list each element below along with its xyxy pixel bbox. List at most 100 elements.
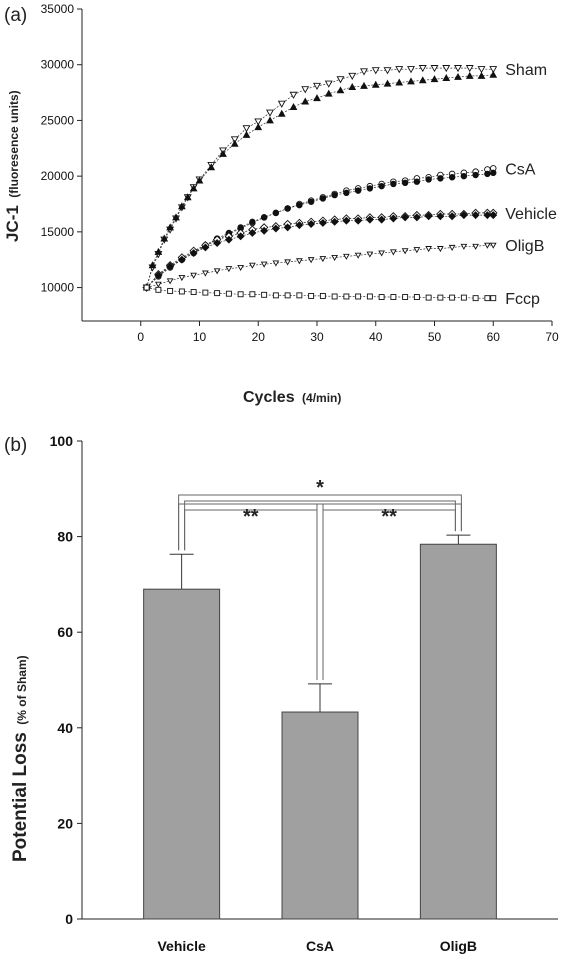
y-tick-label: 60 <box>57 624 73 640</box>
panel-a-y-ticks: 10000 15000 20000 25000 30000 35000 <box>41 2 82 295</box>
data-point <box>289 91 298 99</box>
data-point <box>249 262 256 269</box>
data-point <box>383 79 392 87</box>
data-point <box>454 65 462 73</box>
data-point <box>460 172 468 180</box>
data-point <box>425 294 432 301</box>
data-point <box>360 81 368 89</box>
data-point <box>331 191 338 199</box>
data-point <box>489 211 498 220</box>
data-point <box>237 291 244 298</box>
data-point <box>448 244 456 251</box>
data-point <box>284 205 291 212</box>
data-point <box>412 213 421 222</box>
data-point <box>178 288 185 295</box>
data-point <box>336 86 345 94</box>
data-point <box>413 294 420 300</box>
panel-b-y-title-unit: (% of Sham) <box>15 655 29 724</box>
y-tick-label: 20000 <box>41 169 75 183</box>
panel-b-bars <box>143 534 497 920</box>
data-point <box>324 89 333 97</box>
data-point <box>319 292 326 299</box>
panel-a-x-ticks: 0 10 20 30 40 50 60 70 <box>137 321 559 344</box>
data-point <box>301 97 310 105</box>
data-point <box>261 291 268 298</box>
data-point <box>324 80 333 88</box>
data-point <box>313 82 321 91</box>
data-point <box>354 216 363 225</box>
x-category-label: Vehicle <box>157 938 205 954</box>
data-point <box>213 268 221 275</box>
series-label-sham: Sham <box>505 62 547 79</box>
y-tick-label: 30000 <box>41 58 75 72</box>
data-point <box>465 65 474 73</box>
data-point <box>490 295 497 302</box>
data-point <box>283 223 292 232</box>
series-label-oligb: OligB <box>505 238 544 255</box>
data-point <box>390 249 397 256</box>
data-point <box>242 130 251 138</box>
panel-a-x-title-unit: (4/min) <box>302 391 341 405</box>
x-tick-label: 60 <box>487 330 501 344</box>
significance-label: ** <box>243 506 259 528</box>
data-point <box>207 163 216 171</box>
data-point <box>266 116 274 124</box>
panel-a-line-chart: (a) 10000 15000 20000 25000 30000 35000 0 10 20… <box>3 2 559 406</box>
data-point <box>454 72 462 80</box>
bracket-inner <box>184 500 456 551</box>
data-point <box>354 187 362 194</box>
data-point <box>425 246 432 253</box>
data-point <box>155 286 162 293</box>
data-point <box>378 250 385 257</box>
data-point <box>143 284 150 291</box>
series-line <box>146 244 494 288</box>
panel-a-x-title-main: Cycles <box>243 389 295 406</box>
data-point <box>343 189 350 197</box>
data-point <box>166 278 174 285</box>
data-point <box>401 213 410 222</box>
data-point <box>395 66 404 74</box>
panel-a-y-axis-title: JC-1 (fluoresence units) <box>3 90 22 242</box>
panel-a-series <box>142 65 498 302</box>
panel-a-label: (a) <box>4 5 27 26</box>
panel-b-significance-brackets: ** *** <box>178 477 462 680</box>
bar-vehicle <box>143 588 221 920</box>
data-point <box>401 179 409 187</box>
data-point <box>296 201 303 209</box>
data-point <box>254 123 263 131</box>
data-point <box>172 213 180 221</box>
data-point <box>277 109 286 117</box>
data-point <box>154 271 163 280</box>
data-point <box>214 290 221 297</box>
data-point <box>277 100 286 108</box>
data-point <box>365 215 374 224</box>
y-tick-label: 0 <box>65 911 73 927</box>
data-point <box>472 295 479 302</box>
y-tick-label: 35000 <box>41 2 75 16</box>
data-point <box>418 65 427 73</box>
data-point <box>418 76 427 84</box>
data-point <box>313 94 321 102</box>
data-point <box>490 169 497 176</box>
series-fccp <box>143 284 497 302</box>
data-point <box>272 292 279 299</box>
data-point <box>460 294 467 301</box>
data-point <box>160 234 169 242</box>
bar-csa <box>281 711 359 920</box>
data-point <box>402 294 409 300</box>
x-category-label: CsA <box>306 938 334 954</box>
data-point <box>167 287 174 294</box>
data-point <box>430 75 439 83</box>
data-point <box>360 68 368 76</box>
data-point <box>189 184 198 192</box>
data-point <box>442 65 451 73</box>
data-point <box>307 220 316 229</box>
data-point <box>425 176 432 183</box>
data-point <box>195 176 204 184</box>
data-point <box>489 66 498 74</box>
y-tick-label: 10000 <box>41 281 75 295</box>
data-point <box>183 193 192 201</box>
data-point <box>190 289 197 295</box>
data-point <box>477 66 486 74</box>
data-point <box>477 71 486 79</box>
